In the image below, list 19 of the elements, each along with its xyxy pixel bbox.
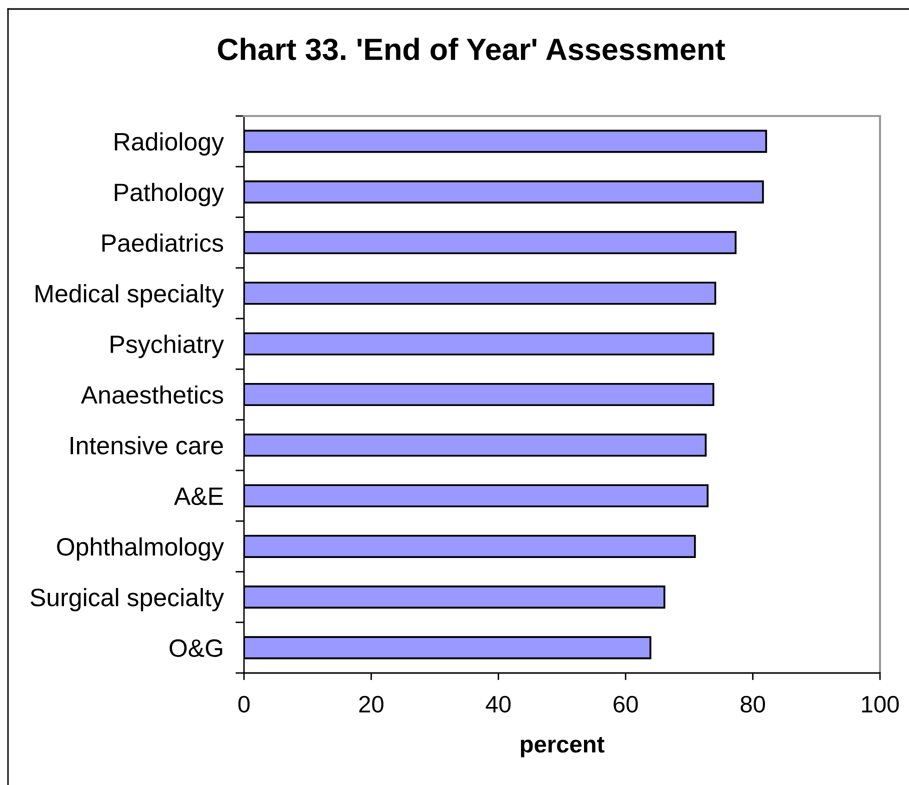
x-tick-label: 20 (359, 696, 384, 713)
chart-title: Chart 33. 'End of Year' Assessment (218, 38, 726, 60)
x-tick-label: 80 (740, 696, 766, 713)
y-tick-label: Radiology (114, 132, 224, 156)
x-tick-label: 0 (238, 696, 250, 713)
y-tick-label: Pathology (114, 182, 224, 206)
y-tick-label: Surgical specialty (30, 588, 224, 612)
x-tick-label: 100 (862, 696, 899, 713)
x-tick-label: 40 (486, 696, 511, 713)
y-tick-label: Psychiatry (110, 334, 224, 358)
y-tick-label: O&G (170, 639, 222, 657)
y-tick-label: Medical specialty (36, 284, 224, 308)
y-tick-label: Anaesthetics (80, 385, 224, 404)
x-axis-title: percent (520, 736, 604, 758)
y-tick-label: Intensive care (70, 436, 223, 454)
y-tick-label: A&E (174, 488, 223, 506)
y-tick-label: Ophthalmology (57, 537, 224, 561)
x-tick-label: 60 (614, 696, 638, 713)
y-tick-label: Paediatrics (102, 234, 224, 252)
